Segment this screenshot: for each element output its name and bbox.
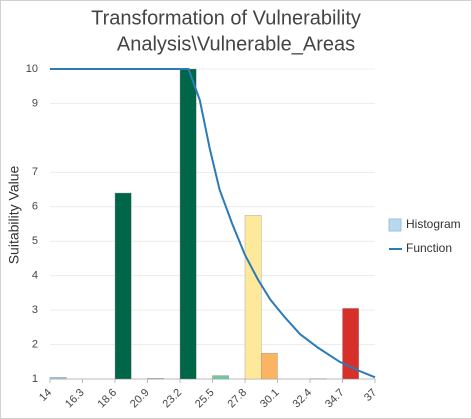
histogram-bar <box>261 352 278 380</box>
legend-label: Function <box>406 241 452 255</box>
y-tick-label: 4 <box>32 270 38 282</box>
histogram-bar <box>147 378 164 380</box>
y-tick-label: 1 <box>32 373 38 385</box>
y-tick-label: 10 <box>26 63 38 75</box>
y-tick-label: 9 <box>32 97 38 109</box>
y-tick-label: 2 <box>32 338 38 350</box>
function-line <box>50 68 376 379</box>
y-tick-label: 3 <box>32 304 38 316</box>
histogram-bar <box>342 308 359 380</box>
chart-title: Analysis\Vulnerable_Areas <box>117 33 355 55</box>
chart-title: Transformation of Vulnerability <box>91 7 361 29</box>
histogram-bar <box>114 192 132 380</box>
y-tick-label: 7 <box>32 166 38 178</box>
histogram-bar <box>212 375 229 380</box>
legend-swatch <box>388 218 402 232</box>
histogram-bar <box>244 215 262 380</box>
y-tick-label: 6 <box>32 201 38 213</box>
y-tick-label: 5 <box>32 235 38 247</box>
histogram-bar <box>179 68 197 380</box>
y-axis-label: Suitability Value <box>6 166 22 265</box>
histogram-bar <box>49 377 67 380</box>
legend-label: Histogram <box>406 217 461 231</box>
